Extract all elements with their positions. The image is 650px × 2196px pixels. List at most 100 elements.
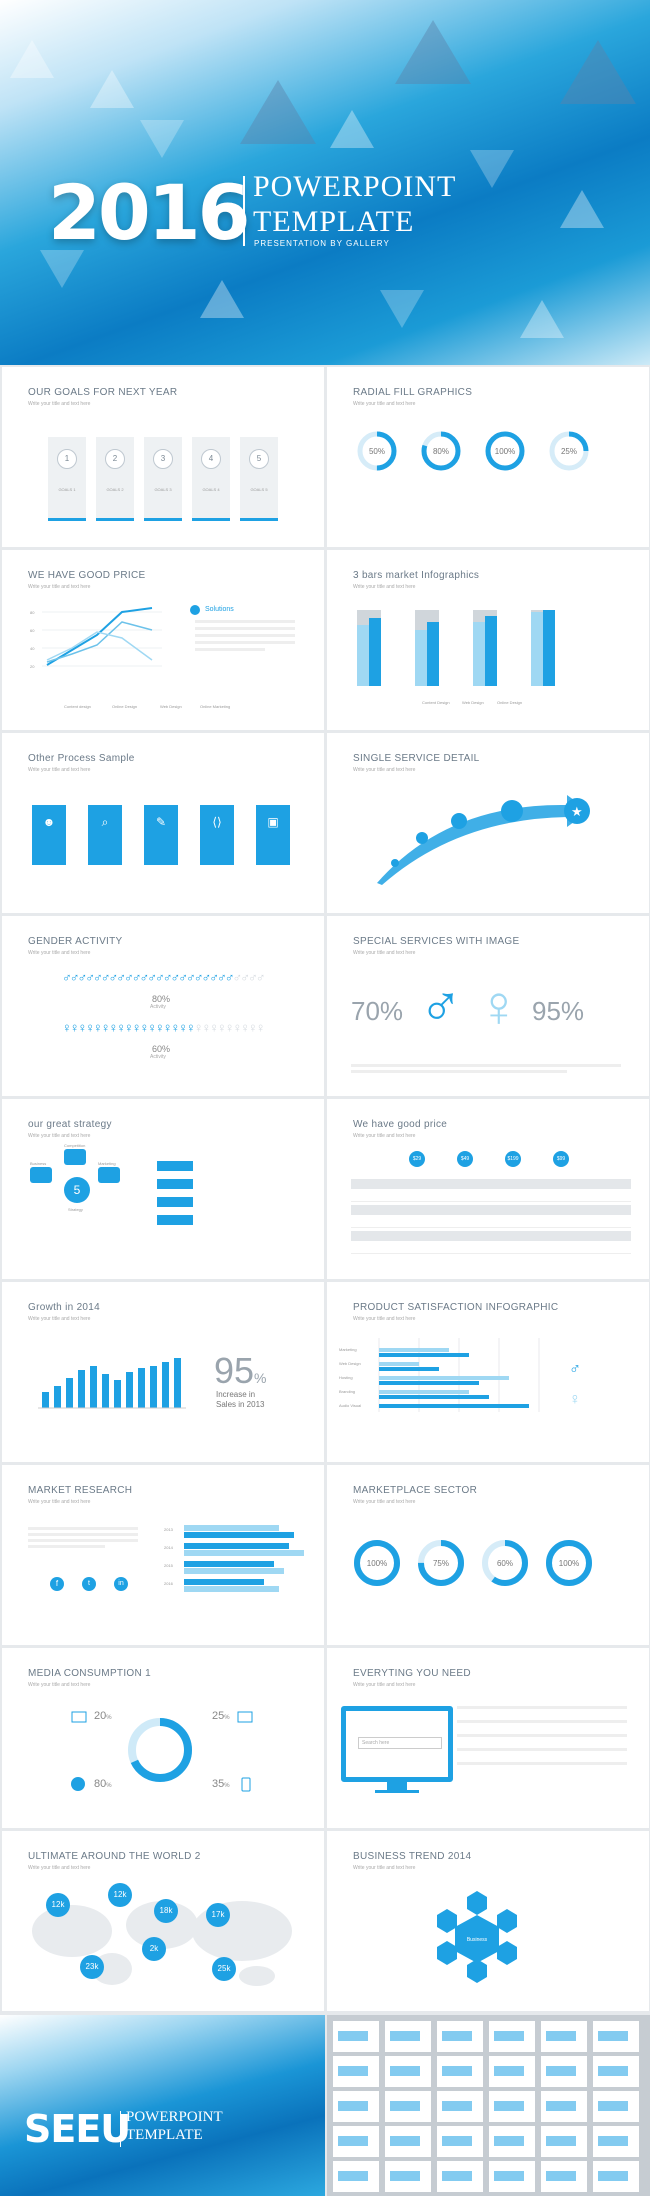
series-line xyxy=(46,631,153,661)
slide-thumbnail[interactable] xyxy=(385,2056,431,2087)
slide-satisfaction[interactable]: PRODUCT SATISFACTION INFOGRAPHIC Write y… xyxy=(327,1282,649,1462)
search-input[interactable]: Search here xyxy=(358,1737,442,1749)
slide-title: our great strategy xyxy=(28,1119,112,1130)
legend-item: Online Design xyxy=(112,704,138,709)
slide-title: Other Process Sample xyxy=(28,753,135,764)
slide-thumbnail[interactable] xyxy=(385,2126,431,2157)
slide-title: BUSINESS TREND 2014 xyxy=(353,1851,472,1862)
bar-group xyxy=(415,610,439,686)
slide-thumbnail[interactable] xyxy=(489,2091,535,2122)
slide-3bars[interactable]: 3 bars market Infographics Write your ti… xyxy=(327,550,649,730)
process-step[interactable]: ✎ xyxy=(144,805,178,865)
slide-thumbnail[interactable] xyxy=(489,2126,535,2157)
map-pin[interactable]: 17k xyxy=(206,1903,230,1927)
slide-thumbnail[interactable] xyxy=(541,2056,587,2087)
slide-subtitle: Write your title and text here xyxy=(28,950,91,956)
slide-thumbnail[interactable] xyxy=(437,2161,483,2192)
map-pin[interactable]: 12k xyxy=(108,1883,132,1907)
sector-rings: 100% 75% 60% 100% xyxy=(354,1540,592,1586)
plan-price: $49 xyxy=(457,1151,473,1167)
slide-everything[interactable]: EVERYTING YOU NEED Write your title and … xyxy=(327,1648,649,1828)
linkedin-icon[interactable]: in xyxy=(114,1577,128,1591)
slide-thumbnail[interactable] xyxy=(489,2021,535,2052)
twitter-icon[interactable]: t xyxy=(82,1577,96,1591)
slide-thumbnail[interactable] xyxy=(437,2056,483,2087)
slide-thumbnail[interactable] xyxy=(385,2091,431,2122)
slide-title: MARKETPLACE SECTOR xyxy=(353,1485,478,1496)
slide-radial[interactable]: RADIAL FILL GRAPHICS Write your title an… xyxy=(327,367,649,547)
slide-research[interactable]: MARKET RESEARCH Write your title and tex… xyxy=(2,1465,324,1645)
slide-thumbnail[interactable] xyxy=(437,2021,483,2052)
triangle-decor xyxy=(520,300,564,338)
goal-card: 2 GOALS 2 xyxy=(96,437,134,521)
slide-price-chart[interactable]: WE HAVE GOOD PRICE Write your title and … xyxy=(2,550,324,730)
growth-bars xyxy=(38,1358,186,1409)
map-pin[interactable]: 12k xyxy=(46,1893,70,1917)
slide-thumbnail[interactable] xyxy=(593,2161,639,2192)
process-step[interactable]: ▣ xyxy=(256,805,290,865)
strategy-node[interactable] xyxy=(30,1167,52,1183)
media-stat: 35% xyxy=(212,1778,230,1790)
slide-subtitle: Write your title and text here xyxy=(28,1499,91,1505)
slide-goals[interactable]: OUR GOALS FOR NEXT YEAR Write your title… xyxy=(2,367,324,547)
ring-label: 80% xyxy=(433,447,449,456)
slide-subtitle: Write your title and text here xyxy=(28,584,91,590)
map-pin[interactable]: 23k xyxy=(80,1955,104,1979)
strategy-node[interactable] xyxy=(98,1167,120,1183)
male-icon: ♂ xyxy=(569,1361,581,1378)
slide-thumbnail[interactable] xyxy=(593,2126,639,2157)
slide-pricing[interactable]: We have good price Write your title and … xyxy=(327,1099,649,1279)
slide-thumbnail[interactable] xyxy=(593,2091,639,2122)
map-pin[interactable]: 18k xyxy=(154,1899,178,1923)
process-step[interactable]: ⌕ xyxy=(88,805,122,865)
slide-thumbnail[interactable] xyxy=(541,2021,587,2052)
female-icon: ♀ xyxy=(569,1391,581,1408)
slide-title: SPECIAL SERVICES WITH IMAGE xyxy=(353,936,520,947)
process-step[interactable]: ☻ xyxy=(32,805,66,865)
slide-thumbnail[interactable] xyxy=(385,2161,431,2192)
slide-special[interactable]: SPECIAL SERVICES WITH IMAGE Write your t… xyxy=(327,916,649,1096)
plan-price: $99 xyxy=(553,1151,569,1167)
map-pin[interactable]: 2k xyxy=(142,1937,166,1961)
legend-item: Web Design xyxy=(462,700,484,705)
slide-media[interactable]: MEDIA CONSUMPTION 1 Write your title and… xyxy=(2,1648,324,1828)
slide-thumbnail[interactable] xyxy=(489,2056,535,2087)
slide-thumbnail[interactable] xyxy=(333,2021,379,2052)
slide-title: MARKET RESEARCH xyxy=(28,1485,133,1496)
slide-thumbnail[interactable] xyxy=(593,2056,639,2087)
strategy-label xyxy=(157,1161,193,1171)
slide-thumbnail[interactable] xyxy=(541,2091,587,2122)
slide-thumbnail[interactable] xyxy=(333,2126,379,2157)
monitor-graphic: Search here xyxy=(341,1706,453,1782)
hero-divider xyxy=(243,176,245,246)
slide-thumbnail[interactable] xyxy=(333,2161,379,2192)
slide-title: GENDER ACTIVITY xyxy=(28,936,123,947)
ring-label: 75% xyxy=(433,1559,449,1568)
slide-trend[interactable]: BUSINESS TREND 2014 Write your title and… xyxy=(327,1831,649,2011)
slide-thumbnail[interactable] xyxy=(333,2056,379,2087)
legend-item: Content Design xyxy=(422,700,450,705)
slide-process[interactable]: Other Process Sample Write your title an… xyxy=(2,733,324,913)
slide-strategy[interactable]: our great strategy Write your title and … xyxy=(2,1099,324,1279)
footer-brand: SEEU xyxy=(24,2107,131,2151)
slide-thumbnail[interactable] xyxy=(333,2091,379,2122)
slide-thumbnail[interactable] xyxy=(541,2126,587,2157)
slide-thumbnail[interactable] xyxy=(385,2021,431,2052)
slide-thumbnail[interactable] xyxy=(437,2091,483,2122)
slide-thumbnail[interactable] xyxy=(437,2126,483,2157)
slide-thumbnail[interactable] xyxy=(489,2161,535,2192)
slide-growth[interactable]: Growth in 2014 Write your title and text… xyxy=(2,1282,324,1462)
ring-fill xyxy=(357,431,397,471)
slide-sector[interactable]: MARKETPLACE SECTOR Write your title and … xyxy=(327,1465,649,1645)
facebook-icon[interactable]: f xyxy=(50,1577,64,1591)
triangle-decor xyxy=(140,120,184,158)
map-pin[interactable]: 25k xyxy=(212,1957,236,1981)
slide-thumbnail[interactable] xyxy=(593,2021,639,2052)
slide-service[interactable]: SINGLE SERVICE DETAIL Write your title a… xyxy=(327,733,649,913)
strategy-node[interactable] xyxy=(64,1149,86,1165)
slide-thumbnail[interactable] xyxy=(541,2161,587,2192)
slide-world[interactable]: ULTIMATE AROUND THE WORLD 2 Write your t… xyxy=(2,1831,324,2011)
slide-title: ULTIMATE AROUND THE WORLD 2 xyxy=(28,1851,201,1862)
process-step[interactable]: ⟨⟩ xyxy=(200,805,234,865)
slide-gender[interactable]: GENDER ACTIVITY Write your title and tex… xyxy=(2,916,324,1096)
